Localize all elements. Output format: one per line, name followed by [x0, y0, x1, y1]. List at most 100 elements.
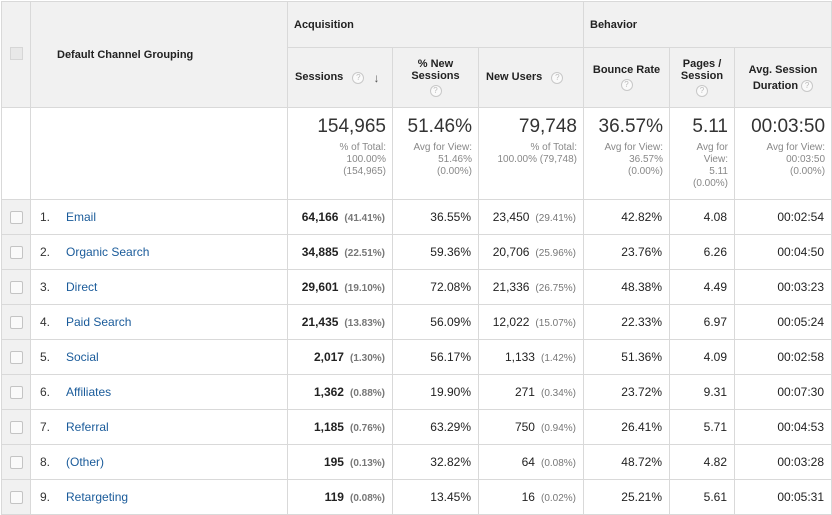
- channel-link[interactable]: Organic Search: [66, 245, 150, 259]
- row-checkbox[interactable]: [9, 456, 23, 470]
- new-users-value: 750: [514, 420, 535, 434]
- pages-session-cell: 9.31: [669, 374, 735, 410]
- sessions-percent: (13.83%): [344, 318, 385, 329]
- row-checkbox[interactable]: [9, 491, 23, 505]
- new-users-percent: (0.34%): [540, 388, 576, 399]
- channel-link[interactable]: Retargeting: [66, 490, 129, 504]
- pct-new-sessions-cell: 56.09%: [392, 304, 479, 340]
- help-icon[interactable]: ?: [551, 71, 564, 84]
- pct-new-sessions-cell: 59.36%: [392, 234, 479, 270]
- bounce-rate-cell: 48.72%: [583, 444, 670, 480]
- table-row: 2. Organic Search 34,885 (22.51%) 59.36% 20,7…: [1, 234, 832, 270]
- pct-new-sessions-header[interactable]: % New Sessions ?: [392, 47, 479, 108]
- avg-session-duration-header-label: Avg. Session Duration: [748, 63, 818, 92]
- sort-descending-icon[interactable]: ↓: [373, 70, 380, 85]
- row-checkbox-cell: [1, 269, 31, 305]
- bounce-rate-cell: 22.33%: [583, 304, 670, 340]
- row-index: 4.: [40, 315, 51, 329]
- channel-cell: 6. Affiliates: [30, 374, 288, 410]
- sessions-header[interactable]: Sessions ? ↓: [287, 47, 393, 108]
- acquisition-group-header: Acquisition: [287, 1, 584, 48]
- row-checkbox[interactable]: [9, 281, 23, 295]
- row-checkbox-cell: [1, 199, 31, 235]
- help-icon[interactable]: ?: [352, 71, 365, 84]
- sessions-value: 34,885: [301, 245, 339, 259]
- channel-cell: 3. Direct: [30, 269, 288, 305]
- bounce-rate-header[interactable]: Bounce Rate ?: [583, 47, 670, 108]
- new-users-value: 271: [514, 385, 535, 399]
- row-checkbox[interactable]: [9, 386, 23, 400]
- row-checkbox-cell: [1, 409, 31, 445]
- sessions-percent: (0.88%): [349, 388, 385, 399]
- total-duration-note: (0.00%): [790, 166, 826, 177]
- avg-session-duration-header[interactable]: Avg. Session Duration ?: [733, 47, 832, 108]
- channel-link[interactable]: Email: [66, 210, 97, 224]
- pct-new-sessions-cell: 19.90%: [392, 374, 479, 410]
- row-index: 5.: [40, 350, 51, 364]
- help-icon[interactable]: ?: [429, 85, 442, 98]
- row-index: 1.: [40, 210, 51, 224]
- pct-new-sessions-cell: 36.55%: [392, 199, 479, 235]
- sessions-cell: 21,435 (13.83%): [287, 304, 393, 340]
- new-users-value: 23,450: [492, 210, 530, 224]
- bounce-rate-cell: 48.38%: [583, 269, 670, 305]
- channel-link[interactable]: Direct: [66, 280, 98, 294]
- dimension-header[interactable]: Default Channel Grouping: [30, 1, 288, 108]
- total-sessions-note: % of Total:: [339, 142, 386, 153]
- help-icon[interactable]: ?: [696, 85, 708, 98]
- channel-link[interactable]: Affiliates: [66, 385, 112, 399]
- avg-session-duration-cell: 00:07:30: [733, 374, 832, 410]
- total-bounce-rate-value: 36.57%: [598, 116, 663, 137]
- pages-session-header[interactable]: Pages / Session ?: [669, 47, 735, 108]
- channel-link[interactable]: (Other): [66, 455, 105, 469]
- row-checkbox-cell: [1, 479, 31, 515]
- new-users-header-label: New Users: [486, 71, 543, 84]
- new-users-percent: (26.75%): [535, 283, 576, 294]
- pages-session-cell: 6.97: [669, 304, 735, 340]
- new-users-value: 64: [521, 455, 535, 469]
- total-pages-note: 5.11: [709, 166, 728, 177]
- bounce-rate-cell: 23.72%: [583, 374, 670, 410]
- pages-session-cell: 5.71: [669, 409, 735, 445]
- total-pct-new-note: Avg for View:: [413, 142, 472, 153]
- row-checkbox[interactable]: [9, 351, 23, 365]
- channel-cell: 7. Referral: [30, 409, 288, 445]
- new-users-header[interactable]: New Users ?: [478, 47, 584, 108]
- new-users-cell: 1,133 (1.42%): [478, 339, 584, 375]
- channel-link[interactable]: Paid Search: [66, 315, 132, 329]
- new-users-cell: 12,022 (15.07%): [478, 304, 584, 340]
- channel-cell: 5. Social: [30, 339, 288, 375]
- select-all-checkbox[interactable]: [9, 46, 23, 60]
- total-sessions-note: (154,965): [343, 166, 386, 177]
- help-icon[interactable]: ?: [801, 79, 814, 92]
- avg-session-duration-cell: 00:03:28: [733, 444, 832, 480]
- total-pages-note: Avg for: [696, 142, 729, 153]
- total-pct-new-sessions: 51.46% Avg for View: 51.46% (0.00%): [392, 107, 479, 200]
- total-duration-note: Avg for View:: [766, 142, 826, 153]
- new-users-percent: (15.07%): [535, 318, 576, 329]
- sessions-value: 1,185: [313, 420, 344, 434]
- row-checkbox[interactable]: [9, 421, 23, 435]
- sessions-percent: (0.13%): [349, 458, 385, 469]
- pages-session-cell: 5.61: [669, 479, 735, 515]
- sessions-header-label: Sessions: [295, 71, 344, 84]
- row-index: 8.: [40, 455, 51, 469]
- row-checkbox[interactable]: [9, 211, 23, 225]
- total-pct-new-note: (0.00%): [436, 166, 472, 177]
- channel-link[interactable]: Social: [66, 350, 99, 364]
- sessions-value: 195: [323, 455, 344, 469]
- row-checkbox-cell: [1, 444, 31, 480]
- bounce-rate-cell: 23.76%: [583, 234, 670, 270]
- table-row: 3. Direct 29,601 (19.10%) 72.08% 21,336 (26.75…: [1, 269, 832, 305]
- select-all-cell: [1, 1, 31, 108]
- pages-session-cell: 4.82: [669, 444, 735, 480]
- sessions-cell: 64,166 (41.41%): [287, 199, 393, 235]
- new-users-value: 21,336: [492, 280, 530, 294]
- help-icon[interactable]: ?: [620, 79, 633, 92]
- row-checkbox[interactable]: [9, 316, 23, 330]
- row-index: 9.: [40, 490, 51, 504]
- pages-session-cell: 4.49: [669, 269, 735, 305]
- channel-link[interactable]: Referral: [66, 420, 109, 434]
- row-checkbox[interactable]: [9, 246, 23, 260]
- row-checkbox-cell: [1, 234, 31, 270]
